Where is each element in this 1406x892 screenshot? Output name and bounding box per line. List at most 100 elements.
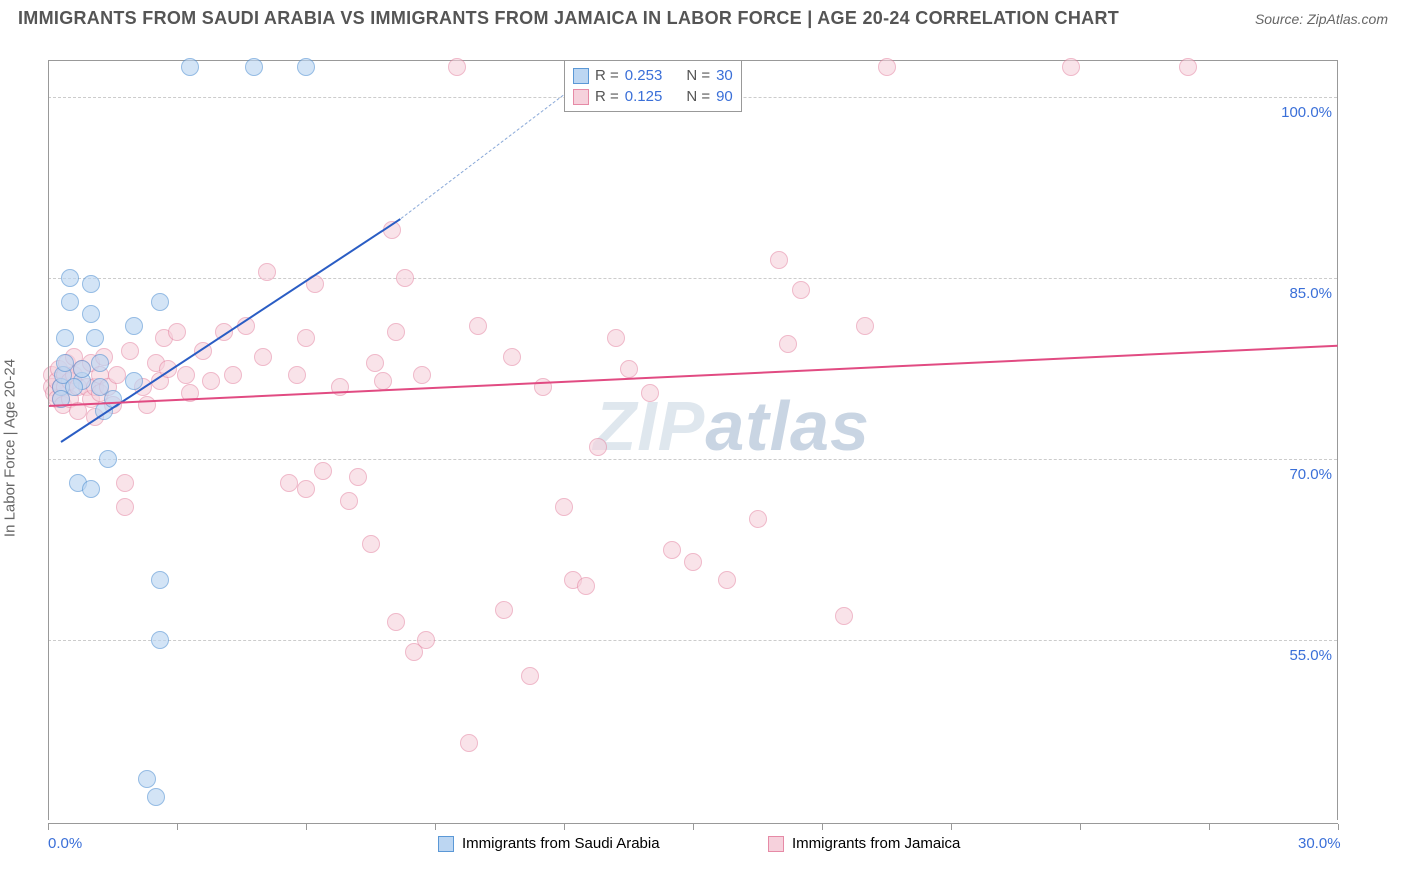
data-point-pink [718, 571, 736, 589]
n-value: 90 [716, 88, 733, 105]
data-point-pink [362, 535, 380, 553]
legend-swatch-pink [768, 836, 784, 852]
trend-line [60, 218, 401, 443]
legend-item-jamaica: Immigrants from Jamaica [768, 835, 960, 852]
data-point-pink [521, 667, 539, 685]
x-tick [48, 824, 49, 830]
data-point-pink [534, 378, 552, 396]
data-point-pink [366, 354, 384, 372]
data-point-pink [297, 329, 315, 347]
data-point-pink [202, 372, 220, 390]
data-point-pink [792, 281, 810, 299]
data-point-blue [297, 58, 315, 76]
r-value: 0.125 [625, 88, 663, 105]
x-tick [1209, 824, 1210, 830]
x-tick-label: 30.0% [1298, 835, 1341, 852]
data-point-blue [82, 305, 100, 323]
y-tick-label: 85.0% [1289, 285, 1332, 302]
data-point-blue [125, 317, 143, 335]
data-point-pink [258, 263, 276, 281]
corr-legend-row-pink: R = 0.125 N = 90 [573, 86, 733, 107]
gridline-y [48, 459, 1337, 460]
data-point-blue [86, 329, 104, 347]
data-point-pink [495, 601, 513, 619]
data-point-pink [387, 323, 405, 341]
data-point-pink [1062, 58, 1080, 76]
r-value: 0.253 [625, 67, 663, 84]
x-tick [951, 824, 952, 830]
title-bar: IMMIGRANTS FROM SAUDI ARABIA VS IMMIGRAN… [0, 0, 1406, 35]
data-point-pink [413, 366, 431, 384]
x-tick [822, 824, 823, 830]
data-point-pink [469, 317, 487, 335]
watermark: ZIPatlas [593, 386, 869, 466]
gridline-y [48, 640, 1337, 641]
data-point-blue [56, 354, 74, 372]
data-point-pink [1179, 58, 1197, 76]
data-point-pink [297, 480, 315, 498]
data-point-blue [147, 788, 165, 806]
data-point-pink [314, 462, 332, 480]
data-point-pink [116, 474, 134, 492]
data-point-pink [108, 366, 126, 384]
data-point-pink [121, 342, 139, 360]
data-point-pink [607, 329, 625, 347]
data-point-blue [151, 293, 169, 311]
chart-area: In Labor Force | Age 20-24 ZIPatlas 0.0%… [18, 48, 1388, 848]
gridline-y [48, 278, 1337, 279]
data-point-pink [280, 474, 298, 492]
data-point-blue [91, 354, 109, 372]
y-tick-label: 55.0% [1289, 647, 1332, 664]
y-axis-label: In Labor Force | Age 20-24 [2, 359, 19, 537]
data-point-blue [181, 58, 199, 76]
data-point-pink [254, 348, 272, 366]
y-axis-line [48, 60, 49, 820]
y-tick-label: 70.0% [1289, 466, 1332, 483]
data-point-pink [589, 438, 607, 456]
legend-label-blue: Immigrants from Saudi Arabia [462, 835, 660, 852]
data-point-pink [620, 360, 638, 378]
x-tick [693, 824, 694, 830]
data-point-pink [417, 631, 435, 649]
x-tick [306, 824, 307, 830]
data-point-blue [125, 372, 143, 390]
y-tick-label: 100.0% [1281, 104, 1332, 121]
x-tick-label: 0.0% [48, 835, 82, 852]
n-label: N = [686, 88, 710, 105]
x-tick [435, 824, 436, 830]
legend-swatch-blue [438, 836, 454, 852]
source-label: Source: ZipAtlas.com [1255, 11, 1388, 27]
data-point-pink [770, 251, 788, 269]
data-point-blue [73, 360, 91, 378]
data-point-blue [56, 329, 74, 347]
x-tick [177, 824, 178, 830]
data-point-pink [138, 396, 156, 414]
plot-region: ZIPatlas [48, 60, 1338, 820]
legend-label-pink: Immigrants from Jamaica [792, 835, 960, 852]
data-point-blue [82, 275, 100, 293]
data-point-pink [340, 492, 358, 510]
data-point-pink [224, 366, 242, 384]
data-point-pink [641, 384, 659, 402]
data-point-pink [555, 498, 573, 516]
data-point-pink [116, 498, 134, 516]
correlation-legend: R =0.253N =30R =0.125N =90 [564, 60, 742, 112]
corr-swatch-blue [573, 68, 589, 84]
data-point-pink [387, 613, 405, 631]
data-point-blue [61, 293, 79, 311]
data-point-blue [245, 58, 263, 76]
legend-item-saudi: Immigrants from Saudi Arabia [438, 835, 660, 852]
data-point-pink [448, 58, 466, 76]
data-point-blue [61, 269, 79, 287]
data-point-blue [151, 571, 169, 589]
data-point-pink [663, 541, 681, 559]
r-label: R = [595, 88, 619, 105]
data-point-pink [779, 335, 797, 353]
data-point-pink [374, 372, 392, 390]
data-point-pink [503, 348, 521, 366]
data-point-pink [460, 734, 478, 752]
r-label: R = [595, 67, 619, 84]
data-point-pink [835, 607, 853, 625]
x-tick [564, 824, 565, 830]
x-tick [1080, 824, 1081, 830]
